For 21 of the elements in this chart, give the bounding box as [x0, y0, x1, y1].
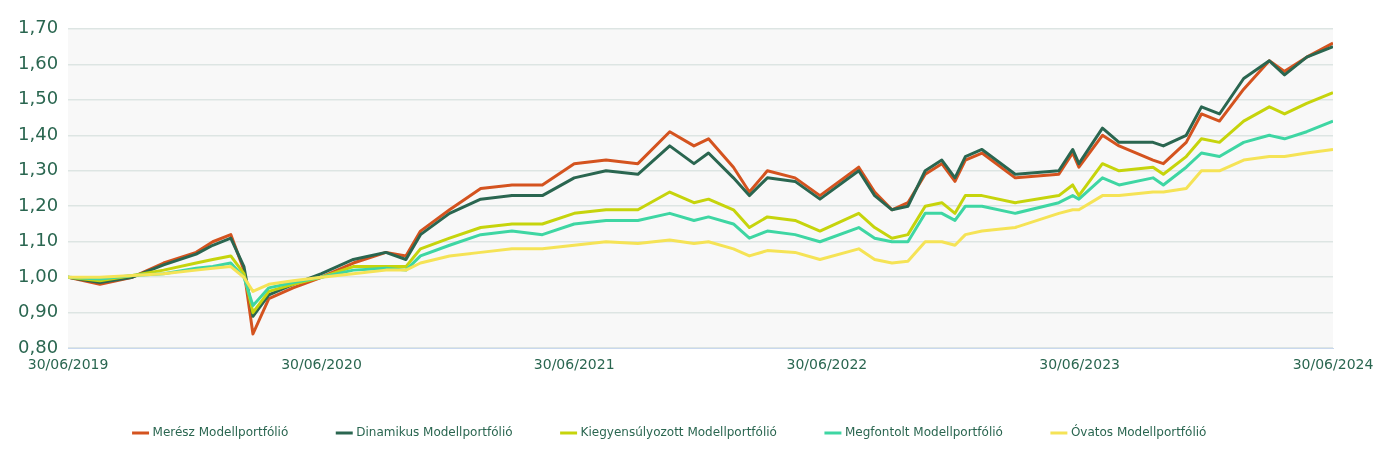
y-tick-label: 1,00: [18, 264, 59, 286]
y-tick-label: 1,40: [18, 122, 59, 144]
y-tick-label: 1,70: [18, 16, 59, 38]
y-tick-label: 1,50: [18, 87, 59, 109]
legend-label: Dinamikus Modellportfólió: [356, 425, 513, 440]
x-tick-label: 30/06/2024: [1292, 356, 1374, 373]
y-tick-label: 1,20: [18, 193, 59, 215]
legend-label: Merész Modellportfólió: [152, 425, 289, 440]
x-tick-label: 30/06/2022: [786, 356, 868, 373]
y-tick-label: 1,60: [18, 51, 59, 73]
legend-label: Megfontolt Modellportfólió: [844, 425, 1003, 440]
y-tick-label: 1,10: [18, 229, 59, 251]
x-tick-label: 30/06/2020: [281, 356, 362, 373]
y-tick-label: 0,90: [18, 300, 59, 322]
x-tick-label: 30/06/2023: [1039, 356, 1120, 373]
x-tick-label: 30/06/2019: [27, 356, 109, 373]
y-tick-label: 0,80: [18, 335, 59, 357]
legend-label: Kiegyensúlyozott Modellportfólió: [580, 425, 777, 440]
y-tick-label: 1,30: [18, 158, 59, 180]
legend-label: Óvatos Modellportfólió: [1070, 424, 1207, 440]
x-tick-label: 30/06/2021: [533, 356, 615, 373]
